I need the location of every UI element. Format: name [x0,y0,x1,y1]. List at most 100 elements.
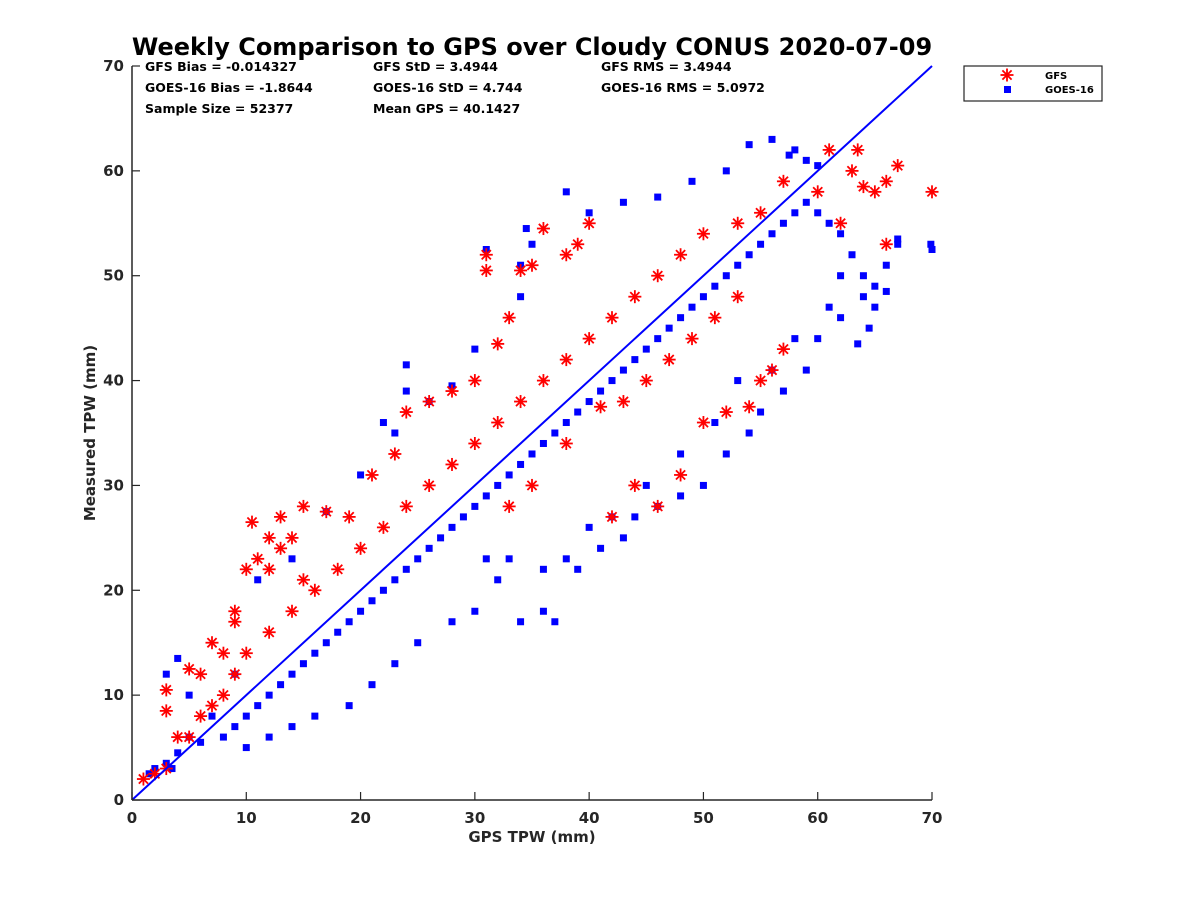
gfs-point [696,416,710,430]
goes-16-point [574,408,582,416]
y-tick-label: 50 [103,267,124,285]
goes-16-point [814,335,822,343]
gfs-point [422,478,436,492]
goes-16-point [619,198,627,206]
goes-16-point [745,141,753,149]
legend: GFS GOES-16 [963,65,1103,102]
goes-16-point [871,303,879,311]
goes-16-point [494,481,502,489]
gfs-point [251,552,265,566]
gfs-point [136,772,150,786]
gfs-point [879,174,893,188]
gfs-point [616,395,630,409]
gfs-point [742,400,756,414]
goes-16-point [197,738,205,746]
goes-16-point [402,387,410,395]
goes-16-point [562,188,570,196]
gfs-point [399,405,413,419]
gfs-std-text: GFS StD = 3.4944 [373,59,498,74]
gfs-point [171,730,185,744]
goes-16-point [391,429,399,437]
gfs-point [342,510,356,524]
goes-16-point [882,287,890,295]
mean-gps-text: Mean GPS = 40.1427 [373,101,520,116]
goes-16-point [517,293,525,301]
x-axis-label: GPS TPW (mm) [468,828,595,846]
gfs-point [514,395,528,409]
x-tick-label: 70 [922,809,943,827]
goes-16-point [482,555,490,563]
goes-16-point [517,460,525,468]
goes-16-point [928,246,936,253]
goes-16-point [894,240,902,248]
gfs-point [262,531,276,545]
gfs-point [628,290,642,304]
gfs-point [822,143,836,157]
y-ticks: 0 10 20 30 40 50 60 70 [103,57,140,809]
goes-rms-text: GOES-16 RMS = 5.0972 [601,80,765,95]
goes-16-point [779,387,787,395]
gfs-point [776,342,790,356]
goes-16-point [734,261,742,269]
goes-16-point [837,314,845,322]
goes-16-point [277,681,285,689]
y-tick-label: 60 [103,162,124,180]
legend-gfs-asterisk [1000,68,1014,82]
goes-16-point [791,146,799,154]
y-tick-label: 40 [103,372,124,390]
gfs-point [674,468,688,482]
plot-area [131,65,939,801]
gfs-point [194,709,208,723]
goes-16-point [791,209,799,217]
goes-16-point [631,513,639,521]
gfs-point [651,269,665,283]
goes-16-point [871,282,879,290]
gfs-point [731,216,745,230]
goes-16-point [391,660,399,668]
goes-16-point [231,723,239,731]
x-tick-label: 30 [464,809,485,827]
goes-16-point [802,156,810,164]
gfs-point [228,615,242,629]
goes-16-point [688,303,696,311]
goes-16-point [848,251,856,259]
y-tick-label: 20 [103,581,124,599]
gfs-point [468,436,482,450]
goes-16-point [642,345,650,353]
gfs-point [708,311,722,325]
gfs-point [856,180,870,194]
goes-16-point [379,419,387,427]
gfs-point [891,159,905,173]
gfs-point [536,222,550,236]
goes-16-point [745,251,753,259]
gfs-point [479,248,493,262]
goes-16-point [814,209,822,217]
goes-16-point [859,293,867,301]
goes-16-point [437,534,445,542]
goes-16-point [471,607,479,615]
goes-16-point [528,450,536,458]
y-tick-label: 10 [103,686,124,704]
gfs-point [354,541,368,555]
goes-16-point [551,429,559,437]
gfs-point [662,353,676,367]
goes-16-point [574,565,582,573]
goes-16-point [854,340,862,348]
legend-gfs-label: GFS [1045,71,1067,82]
chart-title: Weekly Comparison to GPS over Cloudy CON… [132,33,932,61]
gfs-point [536,374,550,388]
goes-16-point [894,235,902,243]
legend-box [963,65,1103,102]
gfs-point [776,174,790,188]
sample-size-text: Sample Size = 52377 [145,101,293,116]
x-tick-label: 20 [350,809,371,827]
x-tick-label: 50 [693,809,714,827]
goes-16-point [631,356,639,364]
statistics-block: GFS Bias = -0.014327 GFS StD = 3.4944 GF… [145,59,765,116]
gfs-point [274,541,288,555]
gfs-point [754,374,768,388]
goes-16-point [757,408,765,416]
goes-16-point [539,565,547,573]
y-axis-label: Measured TPW (mm) [81,345,99,521]
gfs-point [811,185,825,199]
